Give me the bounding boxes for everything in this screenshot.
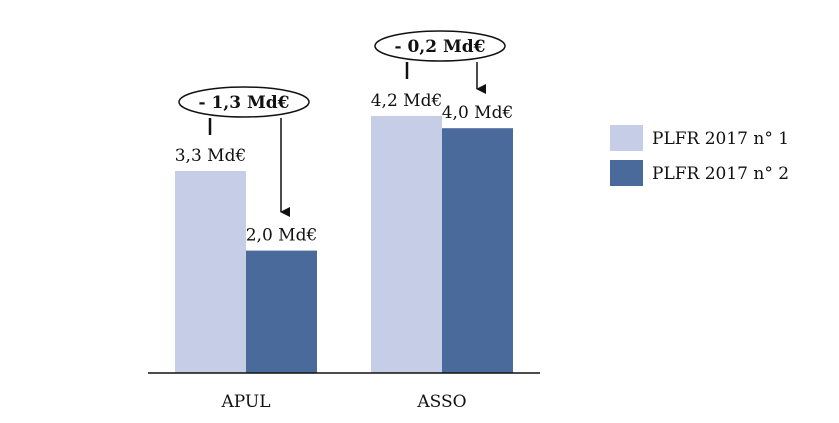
value-label-asso-series-2: 4,0 Md€ <box>442 103 514 123</box>
value-label-apul-series-2: 2,0 Md€ <box>246 226 318 246</box>
annotation-ellipse-1 <box>178 86 310 118</box>
legend-swatch-series-2 <box>610 160 643 186</box>
value-label-apul-series-1: 3,3 Md€ <box>175 146 247 166</box>
annotation-label-2: - 0,2 Md€ <box>394 37 485 57</box>
bar-asso-series-1 <box>371 115 442 374</box>
bars-group <box>175 115 513 374</box>
legend-swatch-series-1 <box>610 125 643 151</box>
legend: PLFR 2017 n° 1 PLFR 2017 n° 2 <box>610 125 789 186</box>
annotation-label-1: - 1,3 Md€ <box>198 93 289 113</box>
bar-apul-series-2 <box>246 250 317 373</box>
bar-apul-series-1 <box>175 171 246 373</box>
category-label-asso: ASSO <box>416 392 466 412</box>
category-label-apul: APUL <box>220 392 270 412</box>
category-labels-group: APUL ASSO <box>220 392 466 412</box>
annotation-ellipse-2 <box>374 30 506 62</box>
value-label-asso-series-1: 4,2 Md€ <box>371 91 443 111</box>
legend-label-series-2: PLFR 2017 n° 2 <box>652 164 789 184</box>
bar-asso-series-2 <box>442 128 513 373</box>
value-labels-group: 3,3 Md€ 2,0 Md€ 4,2 Md€4,0 Md€ <box>175 91 514 246</box>
legend-label-series-1: PLFR 2017 n° 1 <box>652 129 789 149</box>
annotations-group: - 1,3 Md€ - 0,2 Md€ <box>178 30 506 217</box>
